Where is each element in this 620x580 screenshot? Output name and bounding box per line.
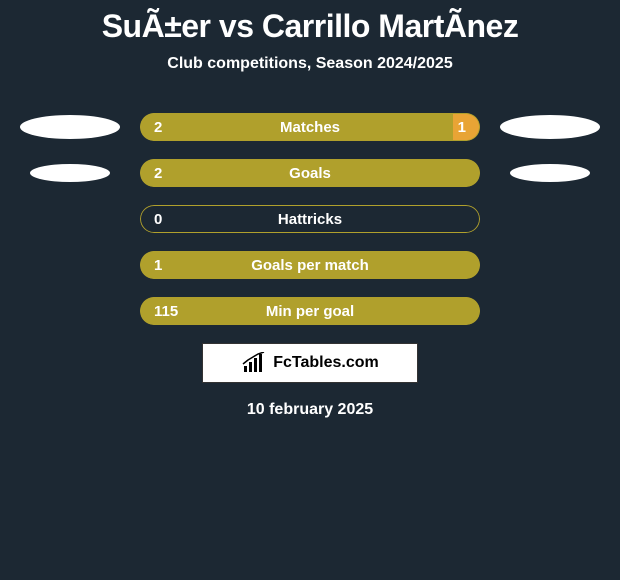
page-title: SuÃ±er vs Carrillo MartÃnez xyxy=(0,8,620,45)
stat-bar: 2Goals xyxy=(140,159,480,187)
right-badge-slot xyxy=(495,159,605,187)
team-badge-left[interactable] xyxy=(20,115,120,139)
stat-row: 0Hattricks xyxy=(0,205,620,233)
comparison-container: SuÃ±er vs Carrillo MartÃnez Club competi… xyxy=(0,0,620,419)
left-badge-slot xyxy=(15,297,125,325)
stat-label: Goals per match xyxy=(140,251,480,279)
stat-row: 115Min per goal xyxy=(0,297,620,325)
stat-bar: 1Goals per match xyxy=(140,251,480,279)
stat-value-right: 1 xyxy=(458,113,466,141)
right-badge-slot xyxy=(495,205,605,233)
left-badge-slot xyxy=(15,251,125,279)
brand-box[interactable]: FcTables.com xyxy=(202,343,418,383)
footer-date: 10 february 2025 xyxy=(0,401,620,419)
stat-row: 1Goals per match xyxy=(0,251,620,279)
stat-row: 2Goals xyxy=(0,159,620,187)
left-badge-slot xyxy=(15,205,125,233)
brand-text: FcTables.com xyxy=(273,354,379,372)
left-badge-slot xyxy=(15,159,125,187)
right-badge-slot xyxy=(495,297,605,325)
stat-label: Matches xyxy=(140,113,480,141)
stat-label: Goals xyxy=(140,159,480,187)
team-badge-right[interactable] xyxy=(510,164,590,182)
stat-bar: 2Matches1 xyxy=(140,113,480,141)
stat-rows: 2Matches12Goals0Hattricks1Goals per matc… xyxy=(0,113,620,325)
stat-label: Hattricks xyxy=(140,205,480,233)
page-subtitle: Club competitions, Season 2024/2025 xyxy=(0,55,620,73)
right-badge-slot xyxy=(495,251,605,279)
team-badge-right[interactable] xyxy=(500,115,600,139)
team-badge-left[interactable] xyxy=(30,164,110,182)
left-badge-slot xyxy=(15,113,125,141)
stat-bar: 115Min per goal xyxy=(140,297,480,325)
stat-row: 2Matches1 xyxy=(0,113,620,141)
stat-bar: 0Hattricks xyxy=(140,205,480,233)
right-badge-slot xyxy=(495,113,605,141)
brand-chart-icon xyxy=(241,352,267,374)
stat-label: Min per goal xyxy=(140,297,480,325)
